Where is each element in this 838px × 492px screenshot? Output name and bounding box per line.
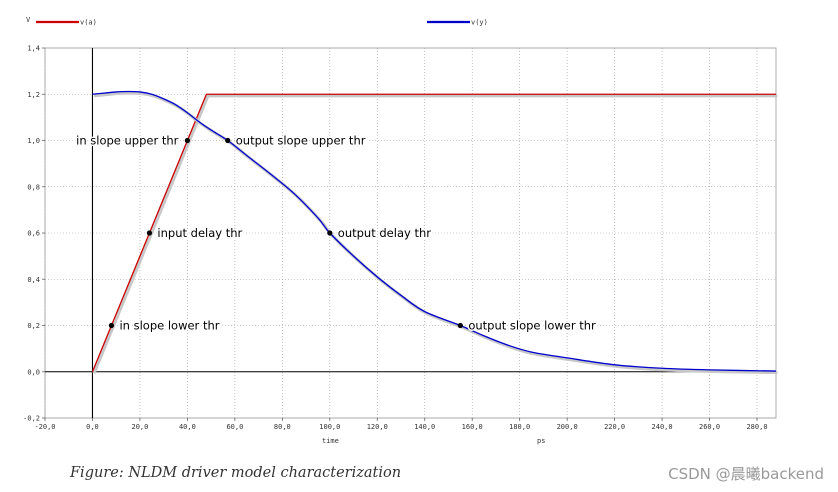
x-tick-label: 180,0 bbox=[509, 423, 530, 431]
y-tick-label: 1,0 bbox=[27, 137, 40, 145]
legend-label: v(a) bbox=[80, 19, 97, 27]
y-tick-label: 0,0 bbox=[27, 368, 40, 376]
y-tick-label: 0,8 bbox=[27, 183, 40, 191]
marker-point bbox=[327, 230, 333, 236]
legend: v(a) v(y) bbox=[36, 19, 488, 27]
x-tick-label: 140,0 bbox=[414, 423, 435, 431]
marker-point bbox=[225, 137, 231, 144]
y-tick-label: 0,6 bbox=[27, 230, 40, 238]
series-lines bbox=[91, 90, 778, 375]
x-tick-label: 20,0 bbox=[132, 423, 149, 431]
annotation-label: output delay thr bbox=[338, 226, 431, 240]
y-tick-label: 0,2 bbox=[27, 322, 40, 330]
y-axis-label: V bbox=[26, 16, 31, 24]
marker-point bbox=[184, 137, 191, 144]
x-tick-label: -20,0 bbox=[34, 423, 55, 431]
series-line-vy bbox=[92, 90, 777, 372]
x-tick-label: 240,0 bbox=[652, 423, 673, 431]
x-axis-label: time bbox=[322, 437, 339, 445]
x-tick-label: 60,0 bbox=[226, 423, 243, 431]
tick-labels: -20,0 0,0 20,0 40,0 60,0 80,0 100,0 120,0 140,0 1… bbox=[23, 45, 767, 432]
marker-point bbox=[457, 322, 463, 329]
annotation-label: in slope lower thr bbox=[119, 319, 219, 333]
y-tick-label: 0,4 bbox=[27, 276, 40, 284]
annotations: in slope upper thr output slope upper thr… bbox=[75, 132, 598, 334]
x-tick-label: 280,0 bbox=[746, 423, 767, 431]
x-axis-unit: ps bbox=[537, 437, 545, 445]
x-tick-label: 80,0 bbox=[274, 423, 291, 431]
y-tick-label: 1,2 bbox=[27, 91, 40, 99]
annotation-label: in slope upper thr bbox=[76, 134, 179, 148]
marker-point bbox=[108, 322, 115, 329]
x-tick-label: 100,0 bbox=[319, 423, 340, 431]
axes bbox=[42, 47, 777, 421]
x-tick-label: 0,0 bbox=[86, 423, 99, 431]
x-tick-label: 40,0 bbox=[179, 423, 196, 431]
watermark: CSDN @晨曦backend bbox=[668, 465, 824, 483]
x-tick-label: 220,0 bbox=[604, 423, 625, 431]
annotation-label: output slope upper thr bbox=[236, 134, 366, 148]
annotation-label: input delay thr bbox=[157, 226, 242, 240]
series-shadow-va bbox=[92, 94, 778, 374]
marker-point bbox=[146, 230, 153, 236]
y-tick-label: -0,2 bbox=[23, 415, 40, 423]
x-tick-label: 120,0 bbox=[367, 423, 388, 431]
x-tick-label: 260,0 bbox=[699, 423, 720, 431]
x-tick-label: 200,0 bbox=[557, 423, 578, 431]
x-tick-label: 160,0 bbox=[462, 423, 483, 431]
legend-label: v(y) bbox=[471, 19, 488, 27]
annotation-label: output slope lower thr bbox=[468, 319, 596, 333]
series-line-va bbox=[91, 93, 776, 372]
figure-caption: Figure: NLDM driver model characterizati… bbox=[70, 465, 402, 481]
y-tick-label: 1,4 bbox=[27, 45, 40, 53]
